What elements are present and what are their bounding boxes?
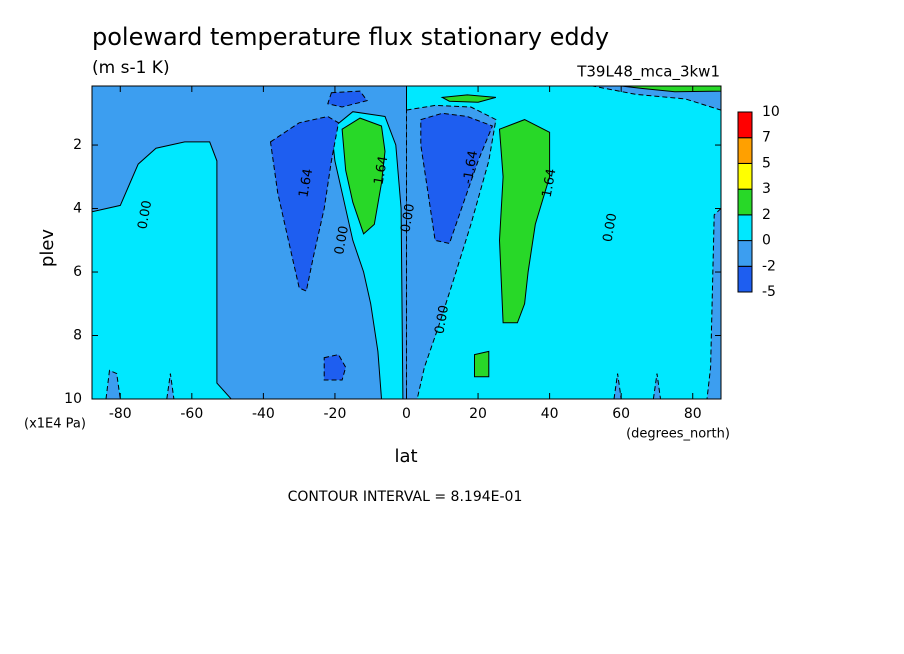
contour-label: 1.64 (540, 168, 560, 199)
contour-label: 0.00 (332, 225, 352, 256)
colorbar-label: 7 (762, 130, 771, 146)
contour-label: 0.00 (135, 199, 155, 230)
contour-region (592, 86, 721, 111)
colorbar-box (737, 188, 753, 216)
x-tick-label: 60 (612, 406, 630, 422)
colorbar-box (737, 137, 753, 164)
contour-label: 1.64 (296, 168, 316, 199)
colorbar-box (737, 214, 753, 242)
colorbar-label: 0 (762, 233, 771, 249)
x-units: (degrees_north) (626, 427, 730, 442)
colorbar-box (737, 265, 753, 293)
contour-region (474, 350, 490, 378)
contour-interval: CONTOUR INTERVAL = 8.194E-01 (288, 489, 523, 505)
x-tick-label: -20 (324, 406, 347, 422)
colorbar-label: 2 (762, 207, 771, 223)
contour-region (440, 94, 497, 103)
contour-region (621, 86, 721, 93)
contour-region (706, 207, 721, 399)
x-tick-label: 20 (469, 406, 487, 422)
colorbar-label: -2 (762, 258, 776, 274)
y-tick-label: 8 (73, 328, 82, 344)
contour-region (166, 373, 175, 399)
y-units: (x1E4 Pa) (24, 417, 86, 432)
x-tick-label: -80 (109, 406, 132, 422)
contour-region (92, 141, 232, 399)
x-tick-label: -60 (180, 406, 203, 422)
contour-region (341, 117, 386, 235)
contour-field: 0.00 1.64 0.00 1.64 0.00 -1.64 1.64 0.00 0.00 (92, 86, 721, 399)
run-label: T39L48_mca_3kw1 (576, 63, 720, 82)
contour-region (269, 115, 340, 292)
chart-title: poleward temperature flux stationary edd… (92, 23, 609, 51)
contour-label: 1.64 (372, 155, 392, 186)
y-tick-label: 6 (73, 264, 82, 280)
y-tick-label: 10 (64, 391, 82, 407)
y-tick-label: 2 (73, 137, 82, 153)
y-tick-label: 4 (73, 201, 82, 217)
colorbar-label: -5 (762, 284, 776, 300)
contour-label: 0.00 (398, 202, 418, 233)
contour-region (323, 354, 347, 381)
contour-region (105, 369, 121, 399)
x-tick-label: 0 (402, 406, 411, 422)
chart-subtitle: (m s-1 K) (92, 58, 170, 78)
y-axis-label: plev (37, 229, 58, 268)
x-axis-label: lat (394, 446, 417, 467)
colorbar-box (737, 240, 753, 267)
colorbar-box (737, 111, 753, 139)
contour-label: -1.64 (461, 149, 482, 185)
colorbar-box (737, 162, 753, 190)
x-tick-label: 40 (541, 406, 559, 422)
contour-label: 0.00 (432, 304, 452, 335)
x-tick-label: 80 (684, 406, 702, 422)
x-tick-label: -40 (252, 406, 275, 422)
colorbar-label: 5 (762, 155, 771, 171)
contour-region (327, 90, 368, 108)
contour-region (498, 119, 551, 324)
colorbar-label: 3 (762, 181, 771, 197)
contour-region (652, 373, 662, 399)
colorbar-label: 10 (762, 104, 780, 120)
contour-region (420, 112, 494, 245)
contour-region (613, 373, 622, 399)
contour-label: 0.00 (601, 212, 621, 243)
